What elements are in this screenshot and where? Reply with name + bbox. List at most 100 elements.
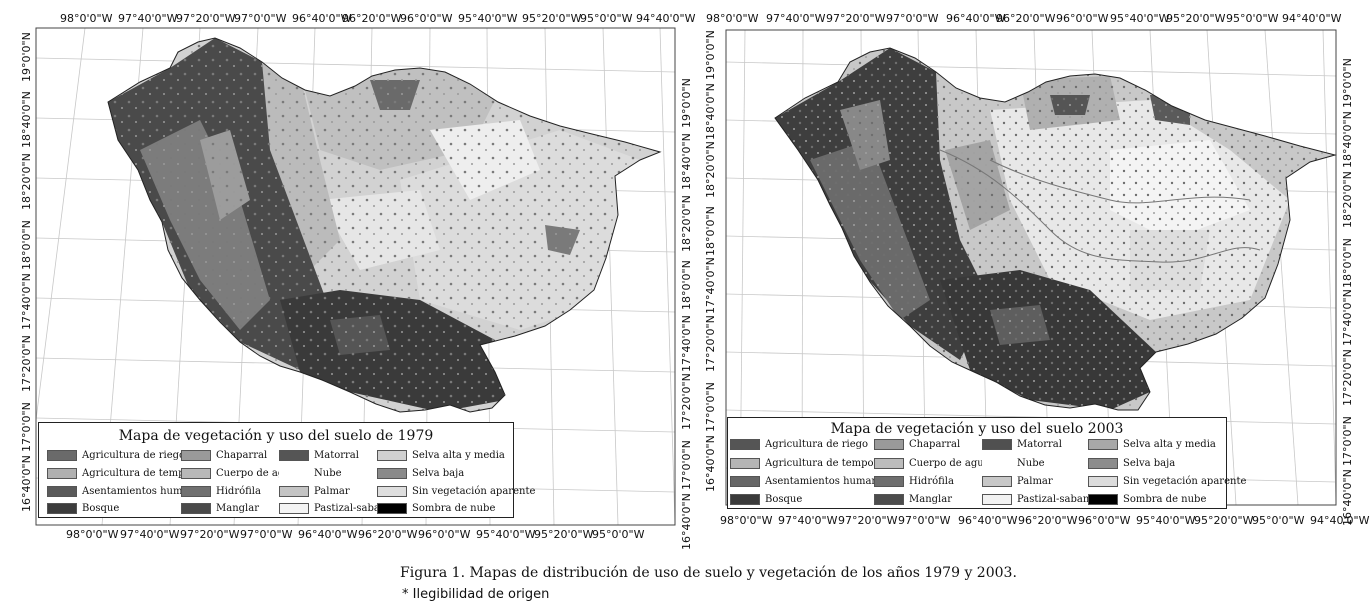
legend-swatch (874, 458, 904, 469)
left-tick-2: 18°40'0"N (20, 91, 33, 148)
right-tick-4: 18°0'0"N (1341, 238, 1354, 288)
bottom-tick-3: 97°20'0"W (838, 514, 898, 527)
legend-label: Selva alta y media (1123, 439, 1216, 450)
bottom-tick-4: 97°0'0"W (240, 528, 293, 541)
legend-item: Sombra de nube (1088, 494, 1206, 505)
legend-label: Pastizal-sabana (314, 503, 393, 514)
legend-label: Nube (1017, 458, 1045, 469)
top-tick-4: 97°0'0"W (234, 12, 287, 25)
top-tick-3: 97°20'0"W (826, 12, 886, 25)
legend-swatch (982, 439, 1012, 450)
legend-swatch (279, 450, 309, 461)
legend-swatch (982, 494, 1012, 505)
legend-label: Asentamientos humanos (765, 476, 889, 487)
legend-swatch (1088, 458, 1118, 469)
legend-label: Chaparral (909, 439, 961, 450)
top-tick-1: 98°0'0"W (60, 12, 113, 25)
legend-item: Pastizal-sabana (982, 494, 1095, 505)
left-tick-4: 18°0'0"N (704, 206, 717, 256)
left-tick-8: 16°40'0"N (20, 455, 33, 512)
legend-label: Nube (314, 468, 342, 479)
left-tick-7: 17°0'0"N (20, 402, 33, 452)
legend-swatch (874, 439, 904, 450)
legend-label: Agricultura de riego (765, 439, 869, 450)
left-tick-1: 19°0'0"N (20, 32, 33, 82)
legend-1979: Mapa de vegetación y uso del suelo de 19… (38, 422, 535, 518)
legend-label: Selva baja (1123, 458, 1176, 469)
legend-title: Mapa de vegetación y uso del suelo 2003 (830, 421, 1124, 437)
right-tick-3: 18°20'0"N (1341, 171, 1354, 228)
top-tick-2: 97°40'0"W (118, 12, 178, 25)
map-1979-canvas (35, 27, 676, 526)
top-tick-2: 97°40'0"W (766, 12, 826, 25)
legend-label: Matorral (1017, 439, 1062, 450)
left-tick-7: 17°0'0"N (704, 382, 717, 432)
legend-item: Hidrófila (874, 476, 954, 487)
top-tick-10: 95°0'0"W (1226, 12, 1279, 25)
legend-label: Selva baja (412, 468, 465, 479)
left-tick-5: 17°40'0"N (704, 257, 717, 314)
legend-swatch (874, 494, 904, 505)
bottom-tick-4: 97°0'0"W (898, 514, 951, 527)
legend-item: Sin vegetación aparente (1088, 476, 1246, 487)
legend-swatch (181, 450, 211, 461)
legend-item: Nube (982, 458, 1045, 469)
legend-item: Hidrófila (181, 486, 261, 497)
bottom-tick-6: 96°20'0"W (358, 528, 418, 541)
legend-label: Hidrófila (909, 476, 954, 487)
bottom-tick-5: 96°40'0"W (298, 528, 358, 541)
legend-swatch (47, 450, 77, 461)
legend-swatch (982, 458, 1012, 469)
top-tick-10: 95°0'0"W (580, 12, 633, 25)
basin-outline-1979 (107, 37, 662, 413)
legend-label: Sin vegetación aparente (412, 486, 536, 497)
legend-swatch (730, 476, 760, 487)
bottom-tick-1: 98°0'0"W (720, 514, 773, 527)
legend-label: Manglar (909, 494, 952, 505)
legend-item: Selva baja (1088, 458, 1175, 469)
legend-swatch (1088, 476, 1118, 487)
legend-swatch (982, 476, 1012, 487)
legend-swatch (47, 468, 77, 479)
legend-label: Agricultura de temporal (765, 458, 888, 469)
legend-swatch (181, 503, 211, 514)
land-cover-2003 (775, 48, 1335, 410)
legend-item: Cuerpo de agua (874, 458, 990, 469)
legend-item: Asentamientos humanos (47, 486, 206, 497)
basin-outline-2003 (774, 47, 1337, 411)
figure-caption: Figura 1. Mapas de distribución de uso d… (400, 565, 1017, 581)
legend-label: Hidrófila (216, 486, 261, 497)
top-tick-1: 98°0'0"W (706, 12, 759, 25)
map-2003-panel: 98°0'0"W 97°40'0"W 97°20'0"W 97°0'0"W 96°40'… (690, 0, 1371, 560)
legend-swatch (279, 468, 309, 479)
right-tick-1: 19°0'0"N (1341, 58, 1354, 108)
bottom-tick-2: 97°40'0"W (120, 528, 180, 541)
legend-item: Agricultura de riego (730, 439, 868, 450)
legend-item: Matorral (982, 439, 1062, 450)
legend-title: Mapa de vegetación y uso del suelo de 19… (118, 428, 434, 444)
legend-swatch (181, 468, 211, 479)
legend-swatch (47, 486, 77, 497)
legend-item: Agricultura de riego (47, 450, 185, 461)
legend-swatch (1088, 494, 1118, 505)
source-note: * Ilegibilidad de origen (402, 587, 550, 602)
legend-label: Sombra de nube (1123, 494, 1207, 505)
top-tick-7: 96°0'0"W (1056, 12, 1109, 25)
left-tick-5: 17°40'0"N (20, 273, 33, 330)
bottom-tick-7: 96°0'0"W (1078, 514, 1131, 527)
legend-label: Palmar (314, 486, 350, 497)
left-tick-6: 17°20'0"N (704, 315, 717, 372)
legend-swatch (874, 476, 904, 487)
legend-item: Bosque (730, 494, 802, 505)
legend-swatch (377, 468, 407, 479)
top-tick-5: 96°40'0"W (292, 12, 352, 25)
legend-item: Asentamientos humanos (730, 476, 889, 487)
legend-label: Sombra de nube (412, 503, 496, 514)
right-tick-6: 17°20'0"N (1341, 349, 1354, 406)
left-tick-1: 19°0'0"N (704, 30, 717, 80)
bottom-tick-1: 98°0'0"W (66, 528, 119, 541)
legend-item: Selva alta y media (1088, 439, 1216, 450)
top-tick-6: 96°20'0"W (996, 12, 1056, 25)
right-tick-5: 17°40'0"N (1341, 289, 1354, 346)
legend-label: Palmar (1017, 476, 1053, 487)
